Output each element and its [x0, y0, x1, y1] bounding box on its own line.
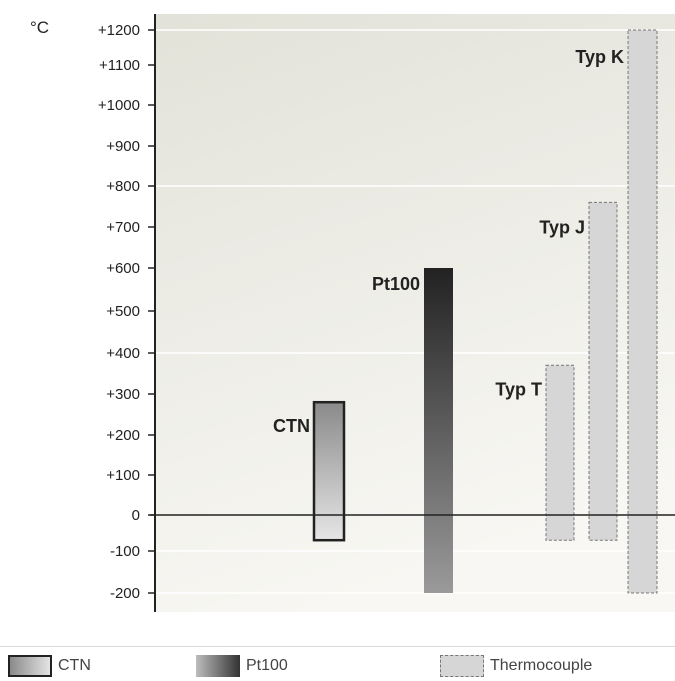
y-tick-label: +900: [106, 138, 140, 155]
y-tick-label: 0: [132, 507, 140, 524]
legend-swatch-thermocouple: [440, 655, 484, 677]
bar-label-typ-j: Typ J: [539, 217, 585, 237]
legend-item-pt100: Pt100: [196, 654, 288, 678]
legend-swatch-pt100: [196, 655, 240, 677]
y-tick-label: +500: [106, 303, 140, 320]
range-bar-pt100: [424, 268, 453, 593]
range-bar-typ-k: [627, 29, 658, 594]
legend-label-pt100: Pt100: [246, 657, 288, 674]
legend-item-thermocouple: Thermocouple: [440, 654, 592, 678]
y-tick-label: +700: [106, 219, 140, 236]
bar-label-pt100: Pt100: [372, 274, 420, 294]
y-axis-ticks: +1200+1100+1000+900+800+700+600+500+400+…: [98, 22, 155, 602]
y-tick-label: +400: [106, 345, 140, 362]
grid-lines: [155, 29, 675, 594]
y-tick-label: +1000: [98, 97, 140, 114]
y-tick-label: +800: [106, 178, 140, 195]
y-tick-label: -100: [110, 543, 140, 560]
legend-label-thermocouple: Thermocouple: [490, 657, 593, 674]
bar-labels: CTN Pt100 Typ T Typ J Typ K: [273, 47, 624, 436]
y-tick-label: +600: [106, 260, 140, 277]
y-tick-label: +100: [106, 467, 140, 484]
range-bar-typ-j: [588, 201, 618, 541]
range-bar-typ-t: [545, 364, 575, 541]
legend-separator: [0, 646, 675, 647]
y-axis-unit-label: °C: [30, 18, 49, 37]
y-tick-label: +300: [106, 386, 140, 403]
bar-label-ctn: CTN: [273, 416, 310, 436]
legend-item-ctn: CTN: [8, 654, 91, 678]
plot-background: [155, 14, 675, 612]
y-tick-label: +1100: [99, 57, 140, 74]
range-bars: [312, 29, 658, 594]
range-bar-ctn: [312, 400, 346, 542]
bar-label-typ-k: Typ K: [575, 47, 624, 67]
legend-label-ctn: CTN: [58, 657, 91, 674]
legend-swatch-ctn: [8, 655, 52, 677]
y-tick-label: +1200: [98, 22, 140, 39]
y-tick-label: +200: [106, 427, 140, 444]
y-tick-label: -200: [110, 585, 140, 602]
legend: CTN Pt100 Thermocouple: [0, 654, 675, 681]
bar-label-typ-t: Typ T: [495, 379, 542, 399]
